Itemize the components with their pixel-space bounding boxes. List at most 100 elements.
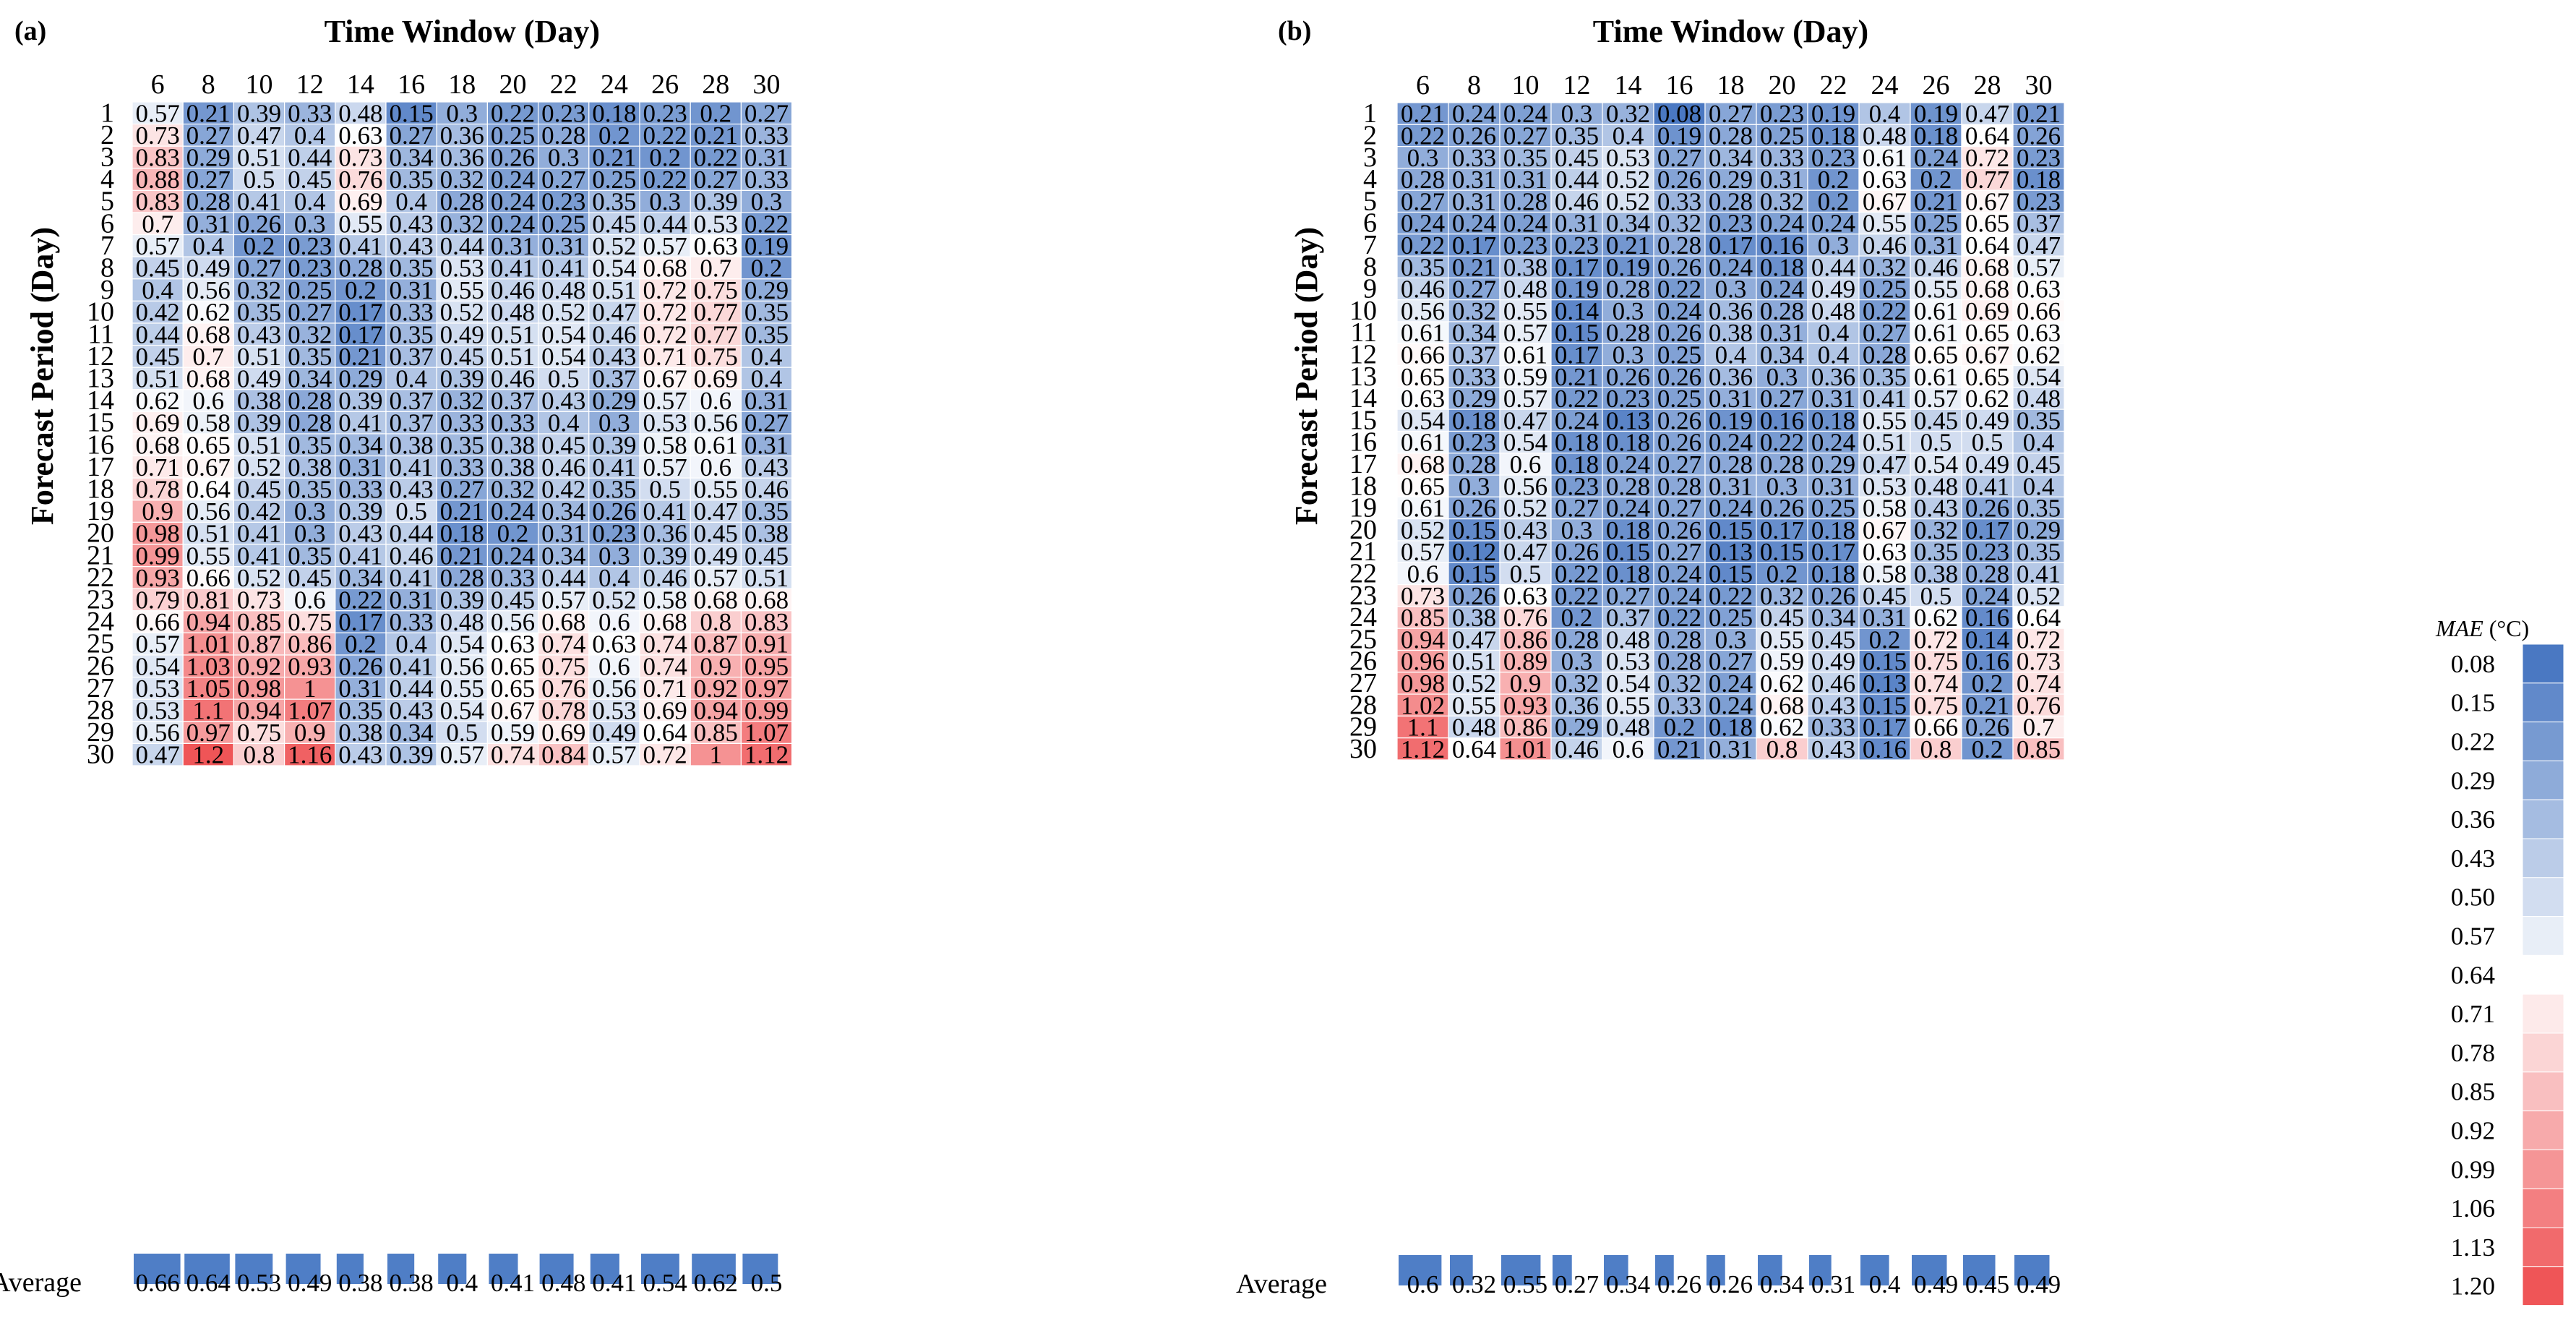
heatmap-cell	[385, 455, 437, 479]
cell-value-label: 0.19	[744, 232, 789, 260]
cell-value-label: 0.3	[751, 188, 783, 216]
average-value-label: 0.27	[1555, 1270, 1599, 1298]
heatmap-cell	[537, 455, 590, 479]
cell-value-label: 0.43	[338, 741, 382, 769]
heatmap-cell	[132, 411, 184, 435]
cell-value-label: 0.52	[541, 299, 585, 327]
cell-value-label: 0.23	[643, 99, 687, 127]
heatmap-cell	[385, 234, 437, 257]
heatmap-cell	[740, 345, 793, 368]
cell-value-label: 0.31	[744, 387, 789, 415]
legend-swatch	[2522, 1032, 2564, 1073]
cell-value-label: 0.27	[186, 166, 231, 194]
cell-value-label: 0.57	[643, 387, 687, 415]
cell-value-label: 0.22	[694, 144, 738, 172]
x-axis-title: Time Window (Day)	[325, 14, 600, 49]
heatmap-cell	[335, 300, 387, 324]
cell-value-label: 0.23	[541, 99, 585, 127]
cell-value-label: 0.8	[244, 741, 275, 769]
cell-value-label: 0.83	[135, 188, 179, 216]
heatmap-cell	[335, 367, 387, 390]
heatmap-panel-b: (b) Time Window (Day) Forecast Period (Day…	[1236, 14, 2065, 1299]
cell-value-label: 0.31	[338, 453, 382, 482]
cell-value-label: 0.69	[135, 409, 179, 437]
cell-value-label: 0.6	[700, 387, 731, 415]
cell-value-label: 0.35	[389, 166, 433, 194]
average-value-label: 0.55	[1503, 1270, 1547, 1298]
legend-tick-label: 0.08	[2451, 650, 2495, 678]
cell-value-label: 0.24	[491, 166, 535, 194]
legend-tick-label: 0.64	[2451, 961, 2495, 989]
heatmap-cell	[436, 322, 489, 346]
heatmap-cell	[740, 212, 793, 236]
cell-value-label: 0.52	[440, 299, 484, 327]
heatmap-cell	[284, 145, 336, 169]
cell-value-label: 0.44	[440, 232, 484, 260]
cell-value-label: 0.34	[338, 431, 382, 459]
cell-value-label: 0.31	[1709, 735, 1753, 763]
cell-value-label: 0.5	[548, 365, 580, 393]
heatmap-cell	[385, 345, 437, 368]
heatmap-cell	[436, 101, 489, 125]
cell-value-label: 0.3	[598, 409, 630, 437]
x-tick-label: 12	[1563, 70, 1591, 100]
heatmap-cell	[132, 345, 184, 368]
heatmap-cell	[740, 322, 793, 346]
heatmap-cell	[385, 124, 437, 147]
cell-value-label: 0.18	[592, 99, 636, 127]
y-tick-label: 8	[100, 253, 114, 283]
cell-value-label: 0.64	[1452, 735, 1496, 763]
cell-value-label: 0.69	[338, 188, 382, 216]
heatmap-cell	[588, 256, 640, 280]
cell-value-label: 0.72	[643, 320, 687, 348]
cell-value-label: 0.51	[135, 365, 179, 393]
cell-value-label: 0.33	[744, 121, 789, 150]
cell-value-label: 0.51	[592, 276, 636, 304]
cell-value-label: 0.8	[1766, 735, 1798, 763]
cell-value-label: 0.2	[345, 276, 377, 304]
cell-value-label: 0.28	[440, 188, 484, 216]
cell-value-label: 0.8	[1920, 735, 1952, 763]
heatmap-cell	[486, 278, 539, 301]
cell-value-label: 0.63	[694, 232, 738, 260]
average-value-label: 0.6	[1407, 1270, 1439, 1298]
panel-label: (b)	[1278, 16, 1311, 46]
cell-value-label: 0.25	[541, 210, 585, 238]
cell-value-label: 0.39	[338, 387, 382, 415]
cell-value-label: 0.36	[440, 144, 484, 172]
legend-swatch	[2522, 760, 2564, 800]
y-tick-label: 9	[100, 275, 114, 305]
cell-value-label: 0.6	[192, 387, 224, 415]
cell-value-label: 0.21	[1657, 735, 1701, 763]
heatmap-cell	[233, 101, 285, 125]
average-value-label: 0.49	[288, 1269, 332, 1297]
cell-value-label: 0.48	[491, 299, 535, 327]
cell-value-label: 0.22	[643, 166, 687, 194]
heatmap-cell	[639, 367, 691, 390]
heatmap-cell	[639, 455, 691, 479]
cell-value-label: 0.51	[237, 431, 281, 459]
heatmap-cell	[486, 168, 539, 192]
heatmap-cell	[537, 411, 590, 435]
cell-value-label: 0.53	[694, 210, 738, 238]
heatmap-cell	[740, 300, 793, 324]
cell-value-label: 0.24	[491, 210, 535, 238]
heatmap-cell	[436, 256, 489, 280]
heatmap-cell	[740, 389, 793, 412]
heatmap-cell	[233, 389, 285, 412]
y-tick-label: 11	[87, 319, 114, 349]
average-value-label: 0.54	[643, 1269, 687, 1297]
cell-value-label: 1.2	[192, 741, 224, 769]
x-axis-title: Time Window (Day)	[1593, 14, 1868, 49]
heatmap-cell	[335, 411, 387, 435]
average-value-label: 0.64	[186, 1269, 231, 1297]
y-tick-label: 14	[87, 385, 114, 416]
cell-value-label: 0.62	[135, 387, 179, 415]
legend-tick-label: 0.78	[2451, 1039, 2495, 1067]
cell-value-label: 0.88	[135, 166, 179, 194]
cell-value-label: 0.75	[694, 276, 738, 304]
legend-swatch	[2522, 1149, 2564, 1189]
heatmap-cell	[385, 256, 437, 280]
cell-value-label: 0.61	[694, 431, 738, 459]
cell-value-label: 0.46	[491, 365, 535, 393]
